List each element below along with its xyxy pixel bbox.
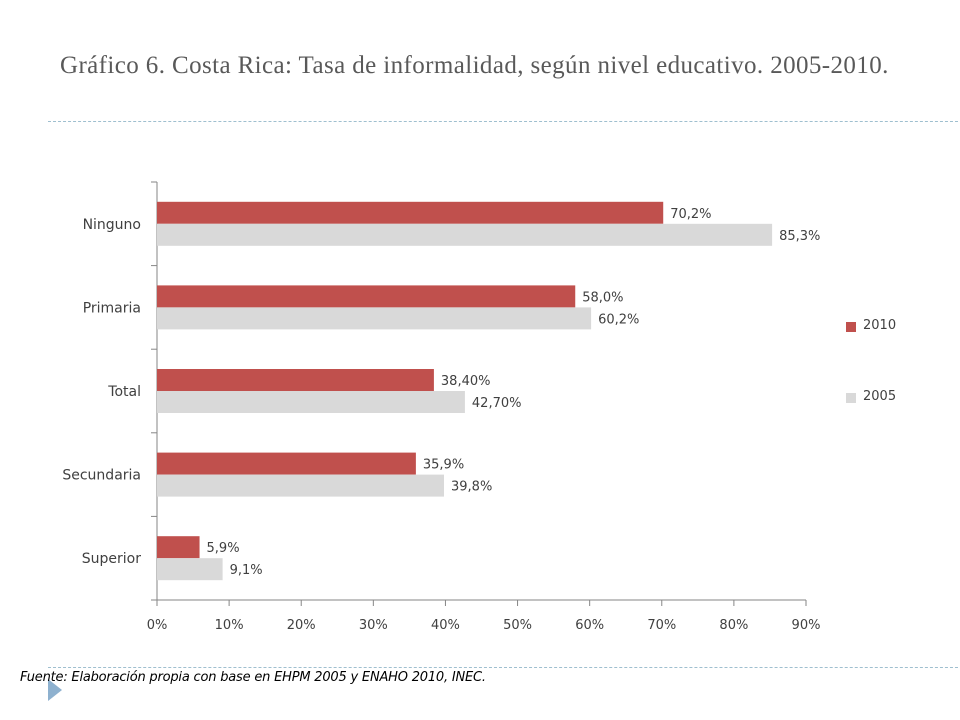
legend-label-2010: 2010 xyxy=(863,318,897,333)
data-label-2010: 58,0% xyxy=(582,290,623,305)
bar-2005 xyxy=(157,223,773,246)
footer-divider xyxy=(48,667,960,668)
source-note: Fuente: Elaboración propia con base en E… xyxy=(20,670,486,685)
category-label: Superior xyxy=(82,551,141,567)
x-tick-label: 40% xyxy=(431,618,460,633)
data-label-2005: 9,1% xyxy=(230,563,263,578)
bar-2005 xyxy=(157,558,223,581)
bar-2010 xyxy=(157,452,416,475)
legend-swatch-2010 xyxy=(846,322,856,332)
x-tick-label: 90% xyxy=(792,618,821,633)
bar-2005 xyxy=(157,391,465,413)
data-label-2005: 60,2% xyxy=(598,312,639,327)
x-tick-label: 80% xyxy=(719,618,748,633)
data-label-2010: 70,2% xyxy=(670,207,711,222)
category-label: Ninguno xyxy=(83,217,141,233)
x-tick-label: 10% xyxy=(215,618,244,633)
x-tick-label: 70% xyxy=(647,618,676,633)
data-label-2010: 38,40% xyxy=(441,374,491,389)
legend-label-2005: 2005 xyxy=(863,389,897,404)
x-tick-label: 20% xyxy=(287,618,316,633)
title-divider xyxy=(48,121,960,122)
data-label-2005: 39,8% xyxy=(451,480,492,495)
bar-2005 xyxy=(157,307,592,330)
category-label: Secundaria xyxy=(62,468,141,484)
arrow-bullet-icon xyxy=(48,679,62,701)
data-label-2010: 5,9% xyxy=(207,541,240,556)
x-tick-label: 50% xyxy=(503,618,532,633)
bar-2010 xyxy=(157,201,664,224)
category-label: Total xyxy=(107,384,141,400)
bar-2005 xyxy=(157,474,445,497)
chart-title: Gráfico 6. Costa Rica: Tasa de informali… xyxy=(60,52,889,79)
x-tick-label: 30% xyxy=(359,618,388,633)
bar-2010 xyxy=(157,369,434,391)
bar-2010 xyxy=(157,285,576,308)
legend-swatch-2005 xyxy=(846,393,856,403)
bar-2010 xyxy=(157,536,200,559)
x-tick-label: 0% xyxy=(147,618,168,633)
data-label-2005: 42,70% xyxy=(472,396,522,411)
x-tick-label: 60% xyxy=(575,618,604,633)
data-label-2005: 85,3% xyxy=(779,229,820,244)
data-label-2010: 35,9% xyxy=(423,458,464,473)
category-label: Primaria xyxy=(83,300,141,316)
